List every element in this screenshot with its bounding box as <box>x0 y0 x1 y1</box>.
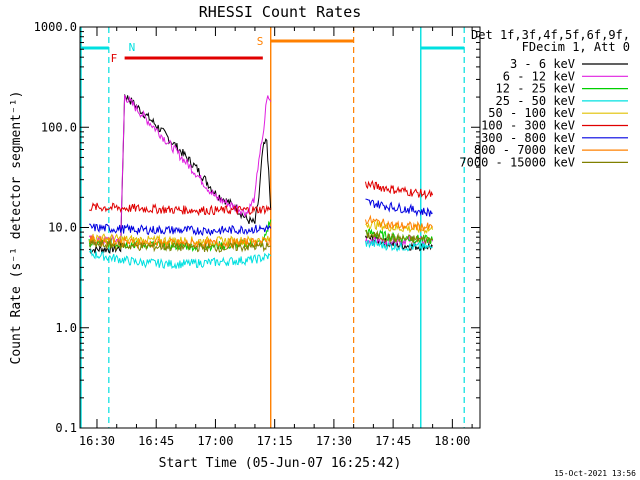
series-line-6-0 <box>89 223 272 237</box>
y-tick-label: 1000.0 <box>34 20 77 34</box>
y-axis-label-group: Count Rate (s⁻¹ detector segment⁻¹) <box>9 91 24 365</box>
legend-entry-label: 300 - 800 keV <box>481 131 575 145</box>
x-tick-label: 17:00 <box>197 434 233 448</box>
series-line-6-1 <box>365 198 433 217</box>
x-tick-label: 17:15 <box>257 434 293 448</box>
y-tick-label: 100.0 <box>41 120 77 134</box>
y-tick-label: 0.1 <box>55 421 77 435</box>
plot-layer: NF S 0.1 1.0 10.0 100.0 1000.0 16:30 16:45 17:00 1… <box>34 20 481 448</box>
x-tick-label: 16:30 <box>79 434 115 448</box>
y-tick-label: 1.0 <box>55 321 77 335</box>
y-axis-label: Count Rate (s⁻¹ detector segment⁻¹) <box>9 91 24 365</box>
legend-header-line-1: Det 1f,3f,4f,5f,6f,9f, <box>471 28 630 42</box>
timestamp-annotation: 15-Oct-2021 13:56 <box>554 469 636 478</box>
legend-header-line-2: FDecim 1, Att 0 <box>522 40 630 54</box>
legend-entry-label: 6 - 12 keV <box>503 69 575 83</box>
series-line-8-0 <box>89 239 271 253</box>
y-tick-label: 10.0 <box>48 221 77 235</box>
legend-entry-label: 50 - 100 keV <box>488 106 575 120</box>
flag-label-n: N <box>129 41 136 54</box>
legend-entry-label: 7000 - 15000 keV <box>459 155 575 169</box>
series-line-3-0 <box>89 248 272 270</box>
series-line-7-1 <box>365 214 434 233</box>
legend-entry-label: 800 - 7000 keV <box>474 143 575 157</box>
chart-title: RHESSI Count Rates <box>199 3 362 21</box>
series-line-0-0 <box>88 94 272 255</box>
legend-entry-label: 3 - 6 keV <box>510 57 575 71</box>
x-tick-label: 16:45 <box>138 434 174 448</box>
series-line-5-0 <box>89 202 272 217</box>
flag-label-s: S <box>257 35 264 48</box>
x-tick-label: 18:00 <box>434 434 470 448</box>
series-line-3-1 <box>365 238 433 253</box>
legend-entry-label: 100 - 300 keV <box>481 119 575 133</box>
legend-entry-label: 25 - 50 keV <box>496 94 575 108</box>
x-axis-label: Start Time (05-Jun-07 16:25:42) <box>159 456 402 471</box>
legend-entry-label: 12 - 25 keV <box>496 82 575 96</box>
x-tick-label: 17:45 <box>375 434 411 448</box>
series-line-8-1 <box>365 229 434 246</box>
flag-label-f: F <box>111 52 118 65</box>
x-tick-label: 17:30 <box>316 434 352 448</box>
legend: Det 1f,3f,4f,5f,6f,9f, FDecim 1, Att 0 3… <box>459 28 630 169</box>
series-line-5-1 <box>365 179 434 201</box>
